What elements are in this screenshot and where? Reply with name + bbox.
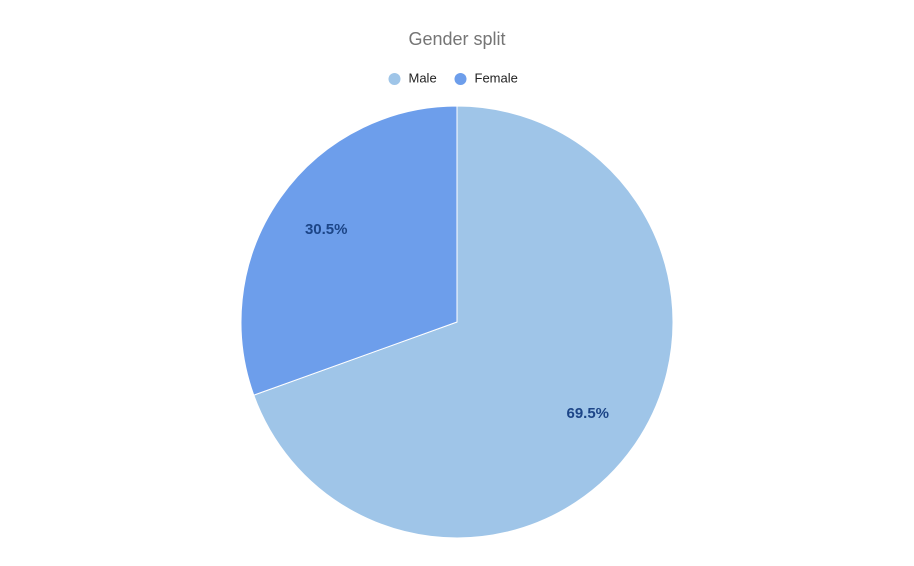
legend-marker: [388, 73, 401, 85]
legend-label: Female: [475, 70, 518, 85]
chart-title: Gender split: [408, 29, 505, 49]
legend-label: Male: [409, 70, 437, 85]
legend-marker: [454, 73, 467, 85]
data-label: 69.5%: [566, 405, 609, 422]
pie-slice: [253, 105, 674, 539]
pie-slice: [240, 105, 458, 396]
data-label: 30.5%: [305, 221, 348, 238]
